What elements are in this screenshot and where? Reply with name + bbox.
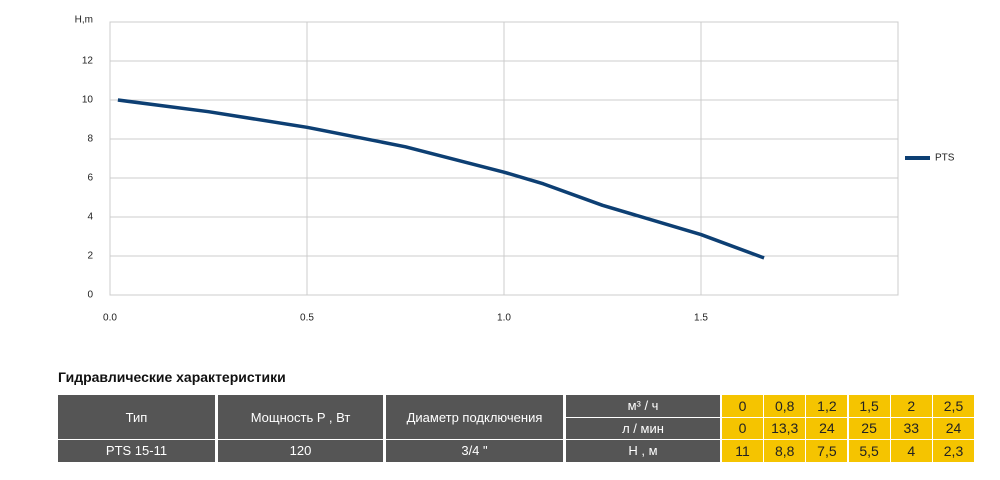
model-cell: PTS 15-11 <box>58 440 215 462</box>
value-cell: 2 <box>890 395 932 417</box>
column-header: Тип <box>58 395 215 439</box>
value-cell: 1,2 <box>806 395 848 417</box>
value-cell: 0,8 <box>764 395 806 417</box>
column-header: Мощность P , Вт <box>218 395 383 439</box>
value-cell: 5,5 <box>848 440 890 462</box>
value-cell: 2,3 <box>933 440 974 462</box>
chart: H,m 0 2 4 6 8 10 12 0.0 0.5 1.0 1.5 PTS <box>75 15 955 324</box>
model-cell: 120 <box>218 440 383 462</box>
unit-cell: Н , м <box>566 440 720 462</box>
value-cell: 7,5 <box>806 440 848 462</box>
y-tick-label: 10 <box>82 95 94 106</box>
y-tick-label: 12 <box>82 56 94 67</box>
y-tick-label: 8 <box>87 134 93 145</box>
value-cell: 13,3 <box>764 417 806 439</box>
y-tick-label: 4 <box>87 212 93 223</box>
x-tick-label: 1.0 <box>497 313 511 324</box>
value-cell: 11 <box>722 440 763 462</box>
value-cell: 0 <box>722 417 763 439</box>
value-cell: 8,8 <box>764 440 806 462</box>
legend-label: PTS <box>935 153 955 164</box>
x-tick-label: 1.5 <box>694 313 708 324</box>
unit-cell: м³ / ч <box>566 395 720 417</box>
column-header: Диаметр подключения <box>386 395 563 439</box>
y-tick-label: 0 <box>87 290 93 301</box>
y-tick-label: 6 <box>87 173 93 184</box>
y-tick-label: 2 <box>87 251 93 262</box>
line-series <box>117 98 765 260</box>
value-cell: 2,5 <box>933 395 974 417</box>
table-title: Гидравлические характеристики <box>58 369 286 385</box>
value-cell: 24 <box>933 417 974 439</box>
x-tick-label: 0.5 <box>300 313 314 324</box>
unit-cell: л / мин <box>566 417 720 439</box>
value-cell: 4 <box>890 440 932 462</box>
model-cell: 3/4 " <box>386 440 563 462</box>
value-cell: 33 <box>890 417 932 439</box>
value-cell: 1,5 <box>848 395 890 417</box>
x-tick-label: 0.0 <box>103 313 117 324</box>
value-cell: 0 <box>722 395 763 417</box>
value-cell: 24 <box>806 417 848 439</box>
value-cell: 25 <box>848 417 890 439</box>
y-axis-label: H,m <box>75 15 93 26</box>
